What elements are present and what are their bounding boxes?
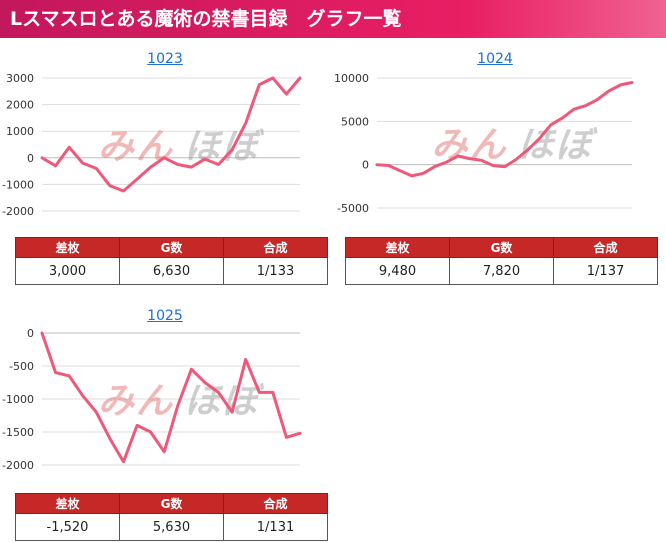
watermark-pink-text: みん — [98, 127, 174, 168]
y-tick-label: -1000 — [2, 178, 34, 191]
watermark-gray-text: ほぼ — [518, 125, 599, 166]
series-line — [40, 76, 302, 193]
machine-link-1023[interactable]: 1023 — [147, 51, 183, 67]
combined-value: 1/137 — [553, 257, 658, 285]
header-games: G数 — [119, 237, 224, 258]
header-combined: 合成 — [223, 493, 328, 514]
y-tick-label: 5000 — [341, 115, 369, 128]
series-line — [375, 81, 634, 178]
machine-link-1024[interactable]: 1024 — [477, 51, 513, 67]
y-tick-label: -1500 — [2, 426, 34, 439]
diff-value: -1,520 — [15, 513, 120, 541]
header-diff: 差枚 — [15, 493, 120, 514]
y-tick-label: 10000 — [334, 72, 369, 85]
header-games: G数 — [119, 493, 224, 514]
combined-value: 1/131 — [223, 513, 328, 541]
stats-table-1023: 差枚 G数 合成 3,000 6,630 1/133 — [15, 237, 328, 285]
machine-link-1025[interactable]: 1025 — [147, 308, 183, 324]
y-tick-label: -1000 — [2, 393, 34, 406]
watermark-pink-text: みん — [98, 381, 174, 422]
stats-table-1025: 差枚 G数 合成 -1,520 5,630 1/131 — [15, 493, 328, 541]
page-title: Lスマスロとある魔術の禁書目録 グラフ一覧 — [10, 8, 402, 30]
page-header: Lスマスロとある魔術の禁書目録 グラフ一覧 — [0, 0, 666, 38]
y-tick-label: -2000 — [2, 205, 34, 218]
games-value: 7,820 — [449, 257, 554, 285]
y-tick-label: 0 — [362, 159, 369, 172]
combined-value: 1/133 — [223, 257, 328, 285]
machine-panel-1023: 1023 3000 2000 1000 0 -1000 -2000 みん ほぼ 差枚 G数 合… — [0, 38, 330, 288]
stats-table-1024: 差枚 G数 合成 9,480 7,820 1/137 — [345, 237, 658, 285]
y-tick-label: 0 — [27, 327, 34, 340]
y-tick-label: 2000 — [6, 99, 34, 112]
series-line — [40, 331, 302, 464]
games-value: 6,630 — [119, 257, 224, 285]
y-tick-label: 1000 — [6, 125, 34, 138]
machine-panel-1024: 1024 10000 5000 0 -5000 みん ほぼ 差枚 G数 合成 9,480 … — [330, 38, 660, 288]
diff-value: 9,480 — [345, 257, 450, 285]
header-diff: 差枚 — [345, 237, 450, 258]
watermark-gray-text: ほぼ — [184, 127, 265, 168]
table-row: 9,480 7,820 1/137 — [345, 257, 658, 285]
machine-panel-1025: 1025 0 -500 -1000 -1500 -2000 みん ほぼ 差枚 G数 合成 -… — [0, 295, 330, 543]
table-row: -1,520 5,630 1/131 — [15, 513, 328, 541]
diff-value: 3,000 — [15, 257, 120, 285]
y-tick-label: -500 — [9, 360, 34, 373]
header-combined: 合成 — [553, 237, 658, 258]
table-row: 3,000 6,630 1/133 — [15, 257, 328, 285]
header-games: G数 — [449, 237, 554, 258]
games-value: 5,630 — [119, 513, 224, 541]
line-chart-1023: 3000 2000 1000 0 -1000 -2000 みん ほぼ — [2, 72, 302, 218]
y-tick-label: -5000 — [337, 202, 369, 215]
y-tick-label: 0 — [27, 152, 34, 165]
header-diff: 差枚 — [15, 237, 120, 258]
y-tick-label: 3000 — [6, 72, 34, 85]
y-tick-label: -2000 — [2, 459, 34, 472]
header-combined: 合成 — [223, 237, 328, 258]
